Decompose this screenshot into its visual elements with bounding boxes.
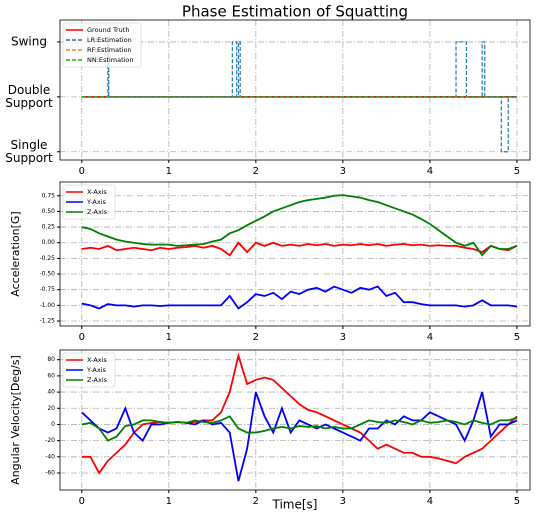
y-axis-label: Acceleration[G] [9, 211, 22, 296]
y-tick-label: -1.00 [39, 302, 55, 309]
series-line [81, 391, 518, 482]
y-tick-label: -0.75 [39, 286, 55, 293]
x-tick-label: 3 [340, 166, 346, 177]
y-tick-label: 40 [47, 389, 55, 396]
x-tick-label: 1 [166, 496, 172, 507]
y-tick-label: 20 [47, 405, 55, 412]
legend-label: X-Axis [87, 188, 107, 196]
x-tick-label: 3 [340, 496, 346, 507]
y-tick-label: 0.25 [42, 224, 56, 231]
series-line [81, 241, 518, 257]
legend-label: Y-Axis [86, 198, 107, 206]
x-tick-label: 2 [253, 496, 259, 507]
axes-frame [59, 181, 531, 327]
y-tick-label: Single Support [5, 137, 53, 165]
x-tick-label: 1 [166, 332, 172, 343]
legend-label: Ground Truth [87, 26, 129, 34]
y-tick-label: Swing [11, 34, 47, 49]
x-tick-label: 2 [253, 332, 259, 343]
x-tick-label: 5 [514, 166, 520, 177]
x-tick-label: 4 [427, 332, 433, 343]
x-tick-label: 5 [514, 332, 520, 343]
y-tick-label: -40 [45, 453, 55, 460]
y-tick-label: -20 [45, 437, 55, 444]
x-tick-label: 0 [79, 166, 85, 177]
y-tick-label: 80 [47, 356, 55, 363]
y-tick-label: -60 [45, 470, 55, 477]
axes-frame [59, 349, 531, 491]
legend-label: X-Axis [87, 356, 107, 364]
legend-box [62, 22, 142, 68]
legend-label: Z-Axis [87, 376, 108, 384]
y-tick-label: 0 [51, 421, 55, 428]
legend-label: Z-Axis [87, 208, 108, 216]
legend-label: Y-Axis [86, 366, 107, 374]
legend-label: NN:Estimation [87, 56, 134, 64]
y-tick-label: 0.75 [42, 192, 56, 199]
series-line [81, 194, 518, 257]
legend-label: RF:Estimation [87, 46, 132, 54]
x-tick-label: 0 [79, 332, 85, 343]
x-tick-label: 2 [253, 166, 259, 177]
legend-box [62, 184, 116, 220]
y-axis-label: Angular Velocity[Deg/s] [9, 355, 22, 485]
y-tick-label: -1.25 [39, 317, 55, 324]
chart-title: Phase Estimation of Squatting [182, 3, 408, 21]
legend-box [62, 352, 116, 388]
y-tick-label: -0.50 [39, 271, 55, 278]
x-tick-label: 3 [340, 332, 346, 343]
x-tick-label: 4 [427, 166, 433, 177]
legend-label: LR:Estimation [87, 36, 132, 44]
x-tick-label: 5 [514, 496, 520, 507]
x-tick-label: 4 [427, 496, 433, 507]
x-tick-label: 1 [166, 166, 172, 177]
x-tick-label: 0 [79, 496, 85, 507]
axes-frame [59, 19, 531, 161]
y-tick-label: 0.00 [42, 239, 56, 246]
x-axis-label: Time[s] [272, 498, 318, 512]
series-line [81, 415, 518, 442]
y-tick-label: Double Support [5, 82, 53, 110]
y-tick-label: 60 [47, 372, 55, 379]
series-line [81, 285, 518, 310]
y-tick-label: -0.25 [39, 255, 55, 262]
y-tick-label: 0.50 [42, 208, 56, 215]
series-line [81, 352, 518, 475]
